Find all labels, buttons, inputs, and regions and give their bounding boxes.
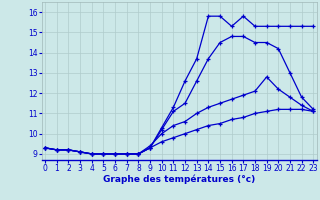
X-axis label: Graphe des températures (°c): Graphe des températures (°c): [103, 175, 255, 184]
